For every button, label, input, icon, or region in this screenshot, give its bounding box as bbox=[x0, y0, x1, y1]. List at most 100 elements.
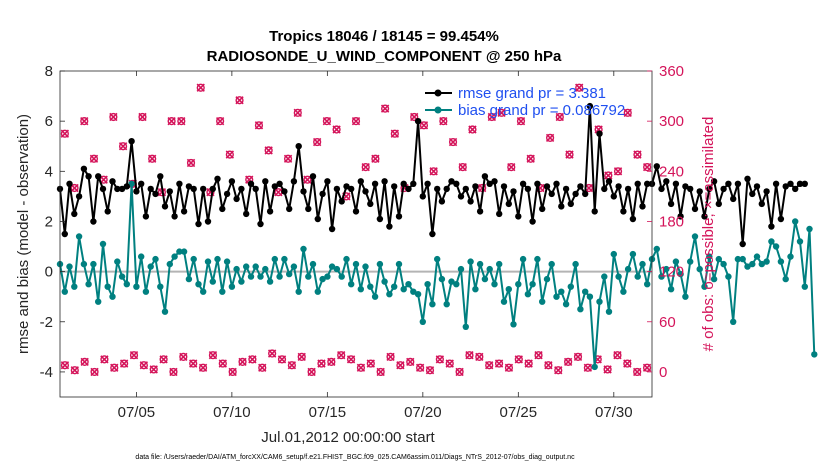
bias-point bbox=[768, 238, 775, 245]
possible-count-point bbox=[167, 116, 176, 126]
rmse-point bbox=[601, 185, 608, 193]
possible-count-point bbox=[332, 125, 341, 134]
bias-point bbox=[286, 270, 293, 278]
bias-point bbox=[381, 278, 388, 285]
rmse-point bbox=[653, 163, 660, 170]
bias-point bbox=[414, 291, 422, 298]
bias-point bbox=[519, 255, 527, 263]
rmse-point bbox=[209, 185, 216, 193]
rmse-point bbox=[228, 178, 236, 185]
rmse-point bbox=[753, 183, 761, 190]
bias-point bbox=[128, 180, 135, 187]
rmse-point bbox=[300, 188, 307, 195]
bias-point bbox=[524, 291, 532, 298]
bias-point bbox=[252, 263, 259, 270]
bias-point bbox=[309, 260, 317, 268]
assimilated-count-point bbox=[406, 357, 415, 367]
rmse-point bbox=[701, 213, 708, 220]
assimilated-count-point bbox=[228, 367, 237, 377]
bias-point bbox=[543, 275, 551, 283]
rmse-point bbox=[438, 198, 446, 205]
bias-point bbox=[725, 273, 732, 280]
bias-point bbox=[496, 260, 503, 268]
rmse-point bbox=[472, 183, 479, 190]
possible-count-point bbox=[468, 125, 477, 134]
bias-point bbox=[410, 288, 417, 295]
possible-count-point bbox=[322, 116, 332, 126]
bias-point bbox=[114, 258, 121, 265]
possible-count-point bbox=[623, 108, 632, 117]
rmse-point bbox=[548, 190, 555, 198]
bias-point bbox=[801, 283, 808, 290]
bias-point bbox=[214, 255, 221, 263]
rmse-point bbox=[85, 173, 92, 180]
assimilated-count-point bbox=[258, 363, 267, 372]
possible-count-point bbox=[458, 162, 467, 172]
bias-point bbox=[357, 286, 364, 293]
bias-point bbox=[362, 263, 369, 270]
bias-point bbox=[734, 255, 742, 263]
assimilated-count-point bbox=[218, 359, 227, 368]
rmse-point bbox=[61, 230, 68, 238]
rmse-point bbox=[166, 188, 173, 195]
bias-point bbox=[701, 283, 708, 290]
possible-count-point bbox=[109, 112, 118, 122]
assimilated-count-point bbox=[514, 355, 523, 364]
rmse-point bbox=[429, 230, 436, 238]
rmse-point bbox=[519, 180, 527, 187]
rmse-point bbox=[562, 185, 570, 193]
rmse-point bbox=[596, 130, 603, 137]
rmse-point bbox=[262, 178, 269, 185]
bias-point bbox=[133, 283, 140, 290]
bias-point bbox=[429, 301, 436, 308]
bias-point bbox=[99, 240, 107, 248]
rmse-point bbox=[271, 183, 278, 190]
assimilated-count-point bbox=[534, 351, 543, 360]
rmse-point bbox=[161, 203, 169, 210]
rmse-point bbox=[772, 180, 780, 187]
rmse-point bbox=[663, 178, 670, 185]
assimilated-count-point bbox=[198, 363, 208, 372]
assimilated-count-point bbox=[366, 359, 375, 368]
rmse-point bbox=[610, 193, 617, 200]
possible-count-point bbox=[225, 150, 235, 159]
rmse-point bbox=[338, 198, 345, 205]
assimilated-count-point bbox=[307, 367, 316, 377]
bias-point bbox=[453, 281, 460, 288]
rmse-point bbox=[95, 173, 102, 180]
rmse-point bbox=[66, 180, 73, 187]
rmse-point bbox=[104, 208, 111, 215]
possible-count-point bbox=[565, 150, 574, 159]
rmse-point bbox=[481, 173, 489, 180]
bias-point bbox=[476, 260, 484, 268]
legend-rmse-marker bbox=[434, 89, 442, 97]
bias-point bbox=[90, 260, 97, 268]
bias-point bbox=[696, 265, 703, 273]
rmse-point bbox=[739, 240, 746, 248]
bias-point bbox=[720, 260, 727, 268]
bias-point bbox=[653, 245, 660, 253]
bias-point bbox=[548, 260, 555, 268]
rmse-point bbox=[195, 220, 202, 228]
rmse-point bbox=[357, 178, 364, 185]
bias-point bbox=[486, 265, 493, 273]
legend-bias-marker bbox=[434, 106, 442, 114]
possible-count-point bbox=[361, 162, 370, 172]
bias-point bbox=[405, 281, 412, 288]
possible-count-point bbox=[303, 175, 312, 184]
assimilated-count-point bbox=[603, 365, 612, 374]
assimilated-count-point bbox=[623, 359, 632, 368]
rmse-point bbox=[620, 208, 627, 215]
bias-point bbox=[615, 273, 622, 280]
bias-point bbox=[290, 263, 298, 270]
rmse-point bbox=[309, 173, 317, 180]
rmse-point bbox=[290, 178, 298, 185]
bias-point bbox=[772, 243, 780, 250]
bias-point bbox=[314, 288, 321, 295]
bias-point bbox=[529, 281, 536, 288]
rmse-point bbox=[434, 185, 441, 193]
rmse-point bbox=[276, 180, 283, 187]
assimilated-count-point bbox=[297, 352, 306, 362]
assimilated-count-point bbox=[485, 361, 494, 370]
rmse-point bbox=[677, 213, 684, 220]
